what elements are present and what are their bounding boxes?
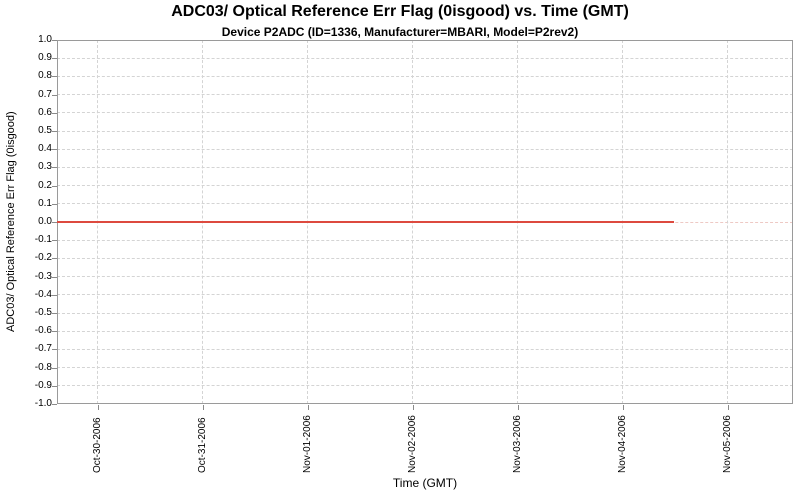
y-tick-mark [52,240,57,242]
y-tick-mark [52,313,57,314]
chart-subtitle: Device P2ADC (ID=1336, Manufacturer=MBAR… [221,25,579,39]
y-tick-mark [52,167,57,169]
y-tick-label: -0.1 [34,234,52,246]
y-tick-mark [52,185,57,187]
y-tick-label: -0.6 [34,325,52,337]
x-tick-mark [517,405,519,410]
y-tick-label: 0.4 [38,143,52,155]
y-gridline [57,294,793,296]
y-tick-label: -0.9 [34,379,52,391]
x-tick-mark [202,405,204,410]
y-tick-mark [52,131,57,132]
y-tick-mark [52,40,57,41]
x-tick-label: Nov-05-2006 [721,415,733,473]
x-tick-label: Oct-31-2006 [196,417,208,473]
y-tick-label: 1.0 [38,34,52,45]
y-tick-label: -0.4 [34,288,52,300]
y-tick-label: -1.0 [34,398,52,409]
y-tick-label: 0.1 [38,197,52,209]
x-tick-label: Nov-03-2006 [511,415,523,473]
y-gridline [57,203,793,205]
series-line [57,221,675,223]
y-tick-label: 0.0 [38,216,52,227]
y-gridline [57,276,793,278]
y-gridline [57,148,793,150]
y-tick-label: -0.8 [34,361,52,373]
y-gridline [57,57,793,59]
x-tick-mark [97,405,99,410]
y-gridline [57,385,793,387]
y-tick-label: 0.9 [38,52,52,64]
x-tick-label: Nov-01-2006 [301,415,313,473]
y-tick-mark [52,94,57,96]
y-tick-mark [52,203,57,205]
y-tick-label: 0.5 [38,125,52,136]
x-tick-mark [727,405,729,410]
x-tick-mark [412,405,414,410]
x-gridline [727,40,729,404]
y-gridline [57,348,793,350]
y-tick-label: 0.7 [38,88,52,100]
y-tick-mark [52,294,57,296]
x-tick-label: Oct-30-2006 [91,417,103,473]
y-tick-mark [52,112,57,114]
y-tick-mark [52,349,57,351]
y-tick-label: -0.5 [34,307,52,318]
y-gridline [57,330,793,332]
y-gridline [57,112,793,114]
y-gridline [57,185,793,187]
chart-title: ADC03/ Optical Reference Err Flag (0isgo… [171,3,629,20]
y-tick-mark [52,385,57,387]
y-tick-mark [52,222,57,223]
y-tick-mark [52,404,57,405]
x-tick-mark [622,405,624,410]
y-tick-mark [52,331,57,333]
y-gridline [57,130,793,132]
y-gridline [57,312,793,314]
y-gridline [57,257,793,259]
y-tick-label: 0.2 [38,179,52,191]
y-tick-mark [52,367,57,369]
y-tick-label: 0.3 [38,161,52,173]
y-tick-mark [52,276,57,278]
y-tick-label: 0.6 [38,106,52,118]
y-gridline [57,166,793,168]
y-gridline [57,239,793,241]
y-tick-label: 0.8 [38,70,52,82]
y-tick-mark [52,258,57,260]
y-tick-mark [52,76,57,78]
x-tick-label: Nov-02-2006 [406,415,418,473]
y-gridline [57,367,793,369]
x-tick-mark [307,405,309,410]
x-tick-label: Nov-04-2006 [616,415,628,473]
y-tick-mark [52,149,57,151]
y-tick-label: -0.2 [34,252,52,264]
x-axis-title: Time (GMT) [392,476,458,490]
y-gridline [57,75,793,77]
y-gridline [57,94,793,96]
y-tick-label: -0.3 [34,270,52,282]
y-tick-mark [52,58,57,60]
y-tick-label: -0.7 [34,343,52,355]
